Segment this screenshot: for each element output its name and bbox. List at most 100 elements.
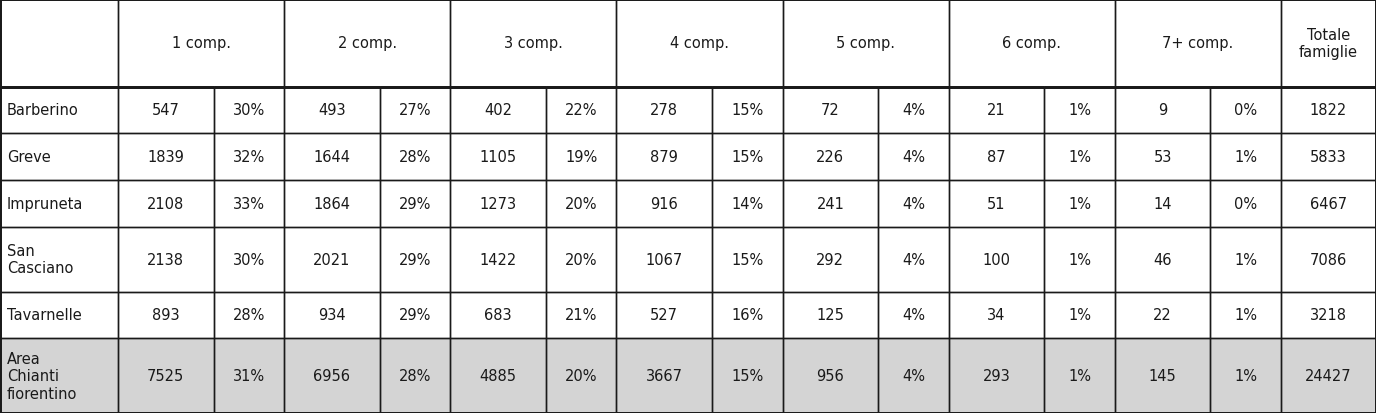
Text: 6467: 6467 — [1310, 197, 1347, 211]
Text: 24427: 24427 — [1306, 368, 1351, 383]
Text: 1822: 1822 — [1310, 103, 1347, 118]
Text: 3667: 3667 — [645, 368, 682, 383]
Text: 1067: 1067 — [645, 252, 682, 267]
Text: 0%: 0% — [1234, 103, 1258, 118]
Text: 1%: 1% — [1068, 103, 1091, 118]
Text: 1644: 1644 — [314, 150, 351, 165]
Text: 1%: 1% — [1068, 252, 1091, 267]
Text: 2138: 2138 — [147, 252, 184, 267]
Text: 21: 21 — [987, 103, 1006, 118]
Text: 1%: 1% — [1234, 150, 1258, 165]
Text: 1%: 1% — [1234, 308, 1258, 323]
Text: 100: 100 — [982, 252, 1010, 267]
Text: 1 comp.: 1 comp. — [172, 36, 231, 51]
Text: 1%: 1% — [1068, 150, 1091, 165]
Text: 30%: 30% — [233, 252, 266, 267]
Text: 21%: 21% — [566, 308, 597, 323]
Text: 28%: 28% — [233, 308, 266, 323]
Text: 2 comp.: 2 comp. — [337, 36, 396, 51]
Text: 683: 683 — [484, 308, 512, 323]
Text: Area
Chianti
fiorentino: Area Chianti fiorentino — [7, 351, 77, 401]
Text: 1%: 1% — [1068, 308, 1091, 323]
Text: Greve: Greve — [7, 150, 51, 165]
Text: 6956: 6956 — [314, 368, 351, 383]
Text: 4%: 4% — [901, 308, 925, 323]
Text: 7086: 7086 — [1310, 252, 1347, 267]
Bar — [0, 181, 1376, 227]
Text: 893: 893 — [151, 308, 180, 323]
Text: 1864: 1864 — [314, 197, 351, 211]
Text: Tavarnelle: Tavarnelle — [7, 308, 81, 323]
Text: 20%: 20% — [566, 252, 597, 267]
Text: 1%: 1% — [1068, 368, 1091, 383]
Text: 72: 72 — [821, 103, 839, 118]
Text: 28%: 28% — [399, 368, 431, 383]
Text: 22: 22 — [1153, 308, 1172, 323]
Text: 1%: 1% — [1234, 252, 1258, 267]
Text: 1839: 1839 — [147, 150, 184, 165]
Text: 51: 51 — [987, 197, 1006, 211]
Bar — [0, 88, 1376, 134]
Text: Totale
famiglie: Totale famiglie — [1299, 28, 1358, 60]
Text: 2021: 2021 — [314, 252, 351, 267]
Text: 934: 934 — [318, 308, 345, 323]
Text: 20%: 20% — [566, 368, 597, 383]
Text: 33%: 33% — [233, 197, 264, 211]
Text: San
Casciano: San Casciano — [7, 243, 73, 276]
Text: 3 comp.: 3 comp. — [504, 36, 563, 51]
Text: 15%: 15% — [731, 368, 764, 383]
Text: 0%: 0% — [1234, 197, 1258, 211]
Text: 1422: 1422 — [479, 252, 516, 267]
Text: 5 comp.: 5 comp. — [837, 36, 896, 51]
Text: 4%: 4% — [901, 150, 925, 165]
Text: 1%: 1% — [1234, 368, 1258, 383]
Bar — [0, 339, 1376, 413]
Bar — [0, 134, 1376, 181]
Text: 547: 547 — [151, 103, 180, 118]
Text: 956: 956 — [816, 368, 845, 383]
Text: Impruneta: Impruneta — [7, 197, 84, 211]
Text: 30%: 30% — [233, 103, 266, 118]
Text: 29%: 29% — [399, 197, 431, 211]
Text: 7525: 7525 — [147, 368, 184, 383]
Text: 145: 145 — [1149, 368, 1176, 383]
Text: 125: 125 — [816, 308, 845, 323]
Text: 916: 916 — [651, 197, 678, 211]
Text: 9: 9 — [1159, 103, 1167, 118]
Text: 226: 226 — [816, 150, 845, 165]
Text: 29%: 29% — [399, 252, 431, 267]
Text: 29%: 29% — [399, 308, 431, 323]
Text: 527: 527 — [651, 308, 678, 323]
Text: 14%: 14% — [731, 197, 764, 211]
Text: 6 comp.: 6 comp. — [1002, 36, 1061, 51]
Text: 293: 293 — [982, 368, 1010, 383]
Text: 241: 241 — [816, 197, 845, 211]
Bar — [0, 292, 1376, 339]
Bar — [0, 227, 1376, 292]
Text: 27%: 27% — [399, 103, 431, 118]
Text: 879: 879 — [651, 150, 678, 165]
Text: 1105: 1105 — [479, 150, 516, 165]
Text: 20%: 20% — [566, 197, 597, 211]
Text: 19%: 19% — [566, 150, 597, 165]
Text: 4885: 4885 — [480, 368, 516, 383]
Text: 4%: 4% — [901, 197, 925, 211]
Text: 15%: 15% — [731, 252, 764, 267]
Text: 4%: 4% — [901, 103, 925, 118]
Text: 402: 402 — [484, 103, 512, 118]
Text: 34: 34 — [988, 308, 1006, 323]
Text: 15%: 15% — [731, 103, 764, 118]
Text: 1273: 1273 — [479, 197, 516, 211]
Text: 292: 292 — [816, 252, 845, 267]
Text: 5833: 5833 — [1310, 150, 1347, 165]
Text: 15%: 15% — [731, 150, 764, 165]
Text: 31%: 31% — [233, 368, 266, 383]
Text: 28%: 28% — [399, 150, 431, 165]
Text: 22%: 22% — [566, 103, 597, 118]
Text: 53: 53 — [1153, 150, 1172, 165]
Text: 4%: 4% — [901, 368, 925, 383]
Text: 14: 14 — [1153, 197, 1172, 211]
Text: 1%: 1% — [1068, 197, 1091, 211]
Text: 493: 493 — [318, 103, 345, 118]
Text: 3218: 3218 — [1310, 308, 1347, 323]
